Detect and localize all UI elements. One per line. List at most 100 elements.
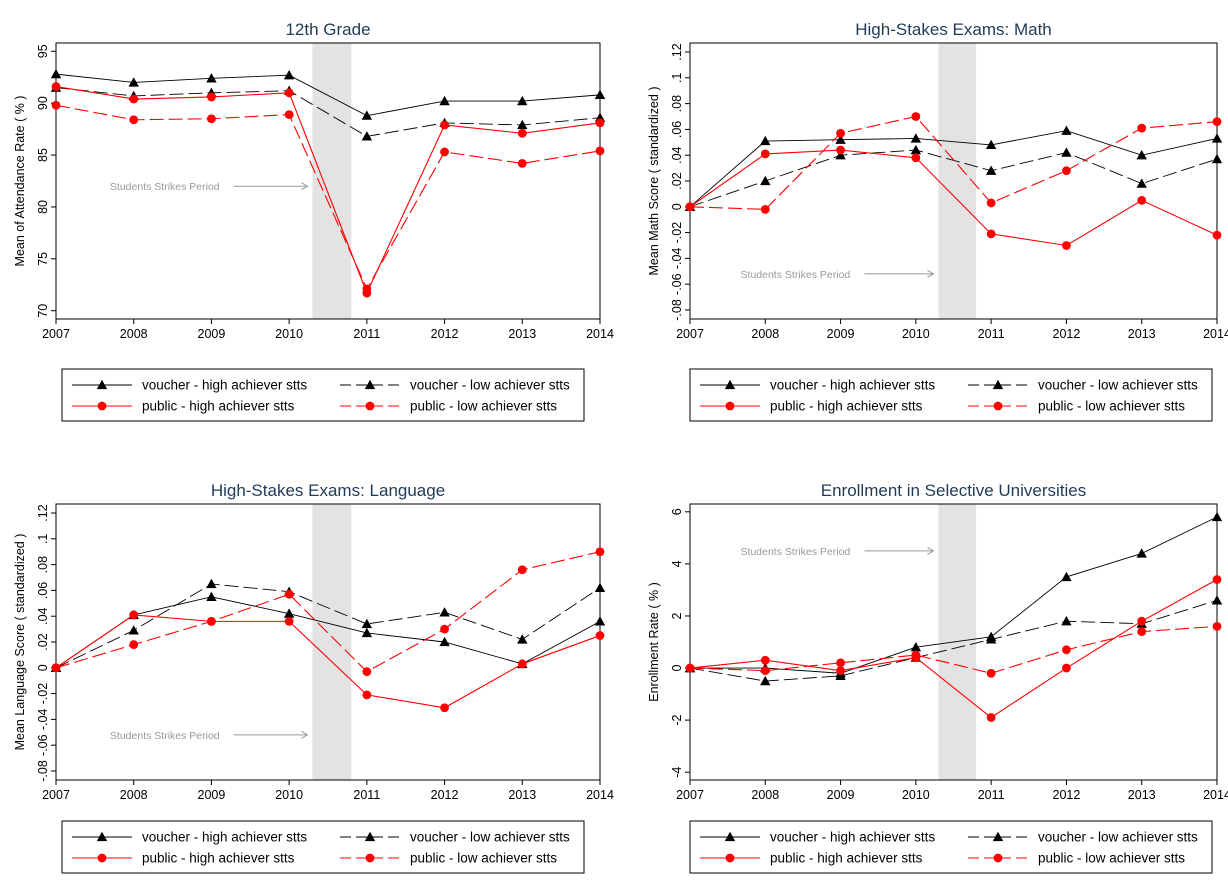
x-tick-label: 2008	[120, 788, 148, 802]
x-tick-label: 2014	[1203, 327, 1228, 341]
data-point	[129, 610, 139, 620]
data-point	[685, 663, 695, 673]
x-tick-label: 2009	[827, 327, 855, 341]
data-point	[207, 616, 216, 626]
data-point	[1061, 125, 1072, 135]
strike-period-arrowhead	[927, 546, 935, 555]
legend-item: voucher - high achiever stts	[700, 378, 935, 393]
series-line	[55, 596, 601, 669]
data-point	[985, 634, 997, 644]
data-point	[1137, 123, 1147, 133]
plot-frame	[55, 42, 601, 320]
data-point	[760, 149, 770, 159]
data-point	[284, 616, 294, 626]
series-line	[55, 551, 601, 673]
x-tick-label: 2011	[978, 327, 1005, 341]
data-point	[361, 618, 373, 629]
chart-title: Enrollment in Selective Universities	[821, 481, 1087, 500]
y-tick-label: .02	[36, 633, 50, 650]
x-tick-label: 2014	[1203, 788, 1228, 802]
series-3	[51, 82, 605, 298]
legend-swatch-marker	[96, 831, 108, 842]
data-point	[760, 204, 770, 214]
legend: voucher - high achiever stts voucher - lo…	[61, 820, 585, 874]
data-point	[986, 713, 996, 722]
legend-label: public - low achiever stts	[1038, 851, 1185, 866]
legend-label: public - high achiever stts	[770, 399, 923, 414]
data-point	[362, 667, 372, 677]
series-4	[51, 100, 605, 294]
y-tick-label: 2	[670, 612, 684, 619]
legend: voucher - high achiever stts voucher - lo…	[61, 368, 585, 422]
data-point	[517, 565, 527, 575]
data-point	[910, 144, 922, 155]
data-point	[1137, 616, 1147, 626]
series-4	[685, 112, 1222, 214]
data-point	[440, 120, 449, 130]
series-3	[685, 145, 1222, 250]
y-tick-label: 95	[36, 44, 50, 58]
y-tick-label: 0	[670, 665, 684, 672]
data-point	[1211, 595, 1223, 605]
x-tick-label: 2007	[676, 788, 704, 802]
legend-swatch-marker	[993, 401, 1003, 411]
series-1	[50, 68, 606, 120]
data-point	[439, 607, 450, 617]
data-point	[836, 658, 845, 668]
legend-item: public - low achiever stts	[968, 399, 1185, 414]
data-point	[986, 198, 996, 208]
data-point	[911, 112, 921, 121]
data-point	[517, 158, 527, 168]
data-point	[595, 547, 605, 557]
legend-item: public - high achiever stts	[700, 851, 923, 866]
data-point	[51, 100, 61, 110]
data-point	[1136, 150, 1147, 160]
data-point	[986, 229, 996, 239]
x-tick-label: 2010	[275, 327, 303, 341]
data-point	[440, 624, 449, 634]
data-point	[128, 625, 139, 635]
legend-frame	[61, 368, 585, 422]
strike-period-arrowhead	[301, 182, 309, 191]
data-point	[517, 634, 528, 644]
x-tick-label: 2011	[978, 788, 1005, 802]
data-point	[283, 608, 295, 618]
x-tick-label: 2013	[508, 327, 536, 341]
x-tick-label: 2012	[1053, 788, 1081, 802]
legend-swatch-marker	[724, 831, 736, 842]
y-tick-label: 80	[36, 200, 50, 214]
strike-period-label: Students Strikes Period	[110, 181, 220, 193]
strike-period-arrowhead	[301, 730, 309, 739]
legend-item: public - high achiever stts	[72, 399, 295, 414]
series-line	[689, 579, 1218, 719]
series-4	[51, 547, 605, 677]
legend-label: public - high achiever stts	[142, 851, 295, 866]
y-tick-label: 75	[36, 252, 50, 266]
data-point	[594, 582, 606, 592]
legend-swatch-marker	[993, 853, 1003, 863]
data-point	[361, 110, 373, 120]
data-point	[1136, 548, 1147, 558]
x-tick-label: 2011	[353, 327, 380, 341]
data-point	[284, 589, 294, 599]
y-tick-label: -.06	[670, 273, 684, 295]
y-axis-label: Mean Math Score ( standardized )	[647, 87, 661, 276]
legend-label: voucher - high achiever stts	[142, 378, 307, 393]
x-tick-label: 2012	[1053, 327, 1081, 341]
legend-label: voucher - low achiever stts	[1038, 830, 1198, 845]
data-point	[835, 670, 846, 681]
strike-period-band	[938, 43, 977, 319]
data-point	[207, 114, 216, 124]
data-point	[362, 284, 372, 294]
y-tick-label: .06	[670, 121, 684, 138]
x-tick-label: 2008	[751, 327, 779, 341]
chart-panel-2: High-Stakes Exams: Math -.08 -.06 -.04 -.02 0…	[647, 20, 1228, 422]
series-line	[55, 583, 601, 669]
x-tick-label: 2013	[1128, 327, 1156, 341]
legend-swatch-marker	[97, 401, 107, 411]
x-tick-label: 2007	[676, 327, 704, 341]
x-tick-label: 2013	[508, 788, 536, 802]
data-point	[1212, 117, 1222, 127]
y-tick-label: -.02	[36, 683, 50, 705]
